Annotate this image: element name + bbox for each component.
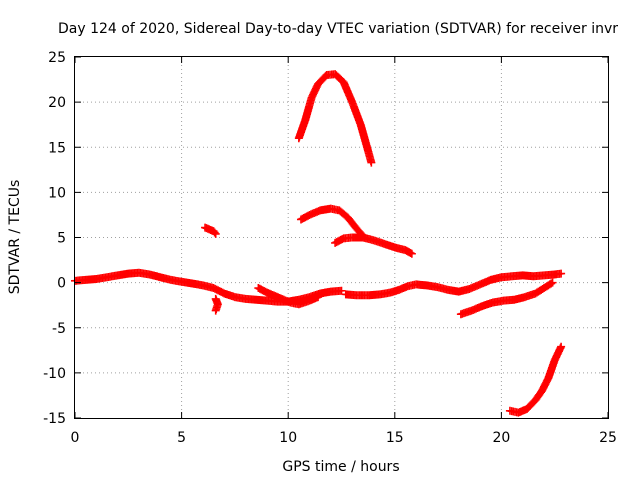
arc-rise-point (548, 278, 557, 287)
arc-dip-point (314, 293, 323, 302)
arc-right-baseline-point (557, 269, 566, 278)
y-tick-label: -5 (52, 321, 66, 337)
y-tick-label: 25 (48, 50, 66, 66)
data-points (71, 70, 566, 417)
arc-short-drop-point (211, 306, 220, 315)
arc-baseline-point (337, 286, 346, 295)
arc-small-point (211, 229, 220, 238)
arc-mid-low-point (407, 249, 416, 258)
arc-peak-point (367, 158, 376, 167)
x-tick-label: 0 (71, 430, 80, 446)
plot-frame (74, 56, 609, 419)
y-tick-label: -10 (43, 366, 66, 382)
x-tick-label: 10 (279, 430, 297, 446)
chart-title: Day 124 of 2020, Sidereal Day-to-day VTE… (58, 21, 618, 37)
x-tick-label: 25 (599, 430, 617, 446)
x-tick-label: 15 (386, 430, 404, 446)
y-tick-label: 15 (48, 140, 66, 156)
arc-bottom-point (557, 342, 566, 351)
x-tick-label: 5 (177, 430, 186, 446)
y-tick-label: 10 (48, 185, 66, 201)
x-axis-label: GPS time / hours (282, 459, 399, 475)
y-tick-label: 0 (57, 276, 66, 292)
x-tick-label: 20 (492, 430, 510, 446)
arc-rise-point (547, 279, 556, 288)
axis-ticks: 0 5 10 15 20 25 -15 -10 -5 0 5 10 15 20 25 (43, 50, 617, 446)
arc-small-point (210, 228, 219, 237)
y-tick-label: 5 (57, 231, 66, 247)
y-tick-label: 20 (48, 95, 66, 111)
y-tick-label: -15 (43, 411, 66, 427)
grid (75, 57, 608, 418)
y-axis-label: SDTVAR / TECUs (7, 180, 23, 295)
